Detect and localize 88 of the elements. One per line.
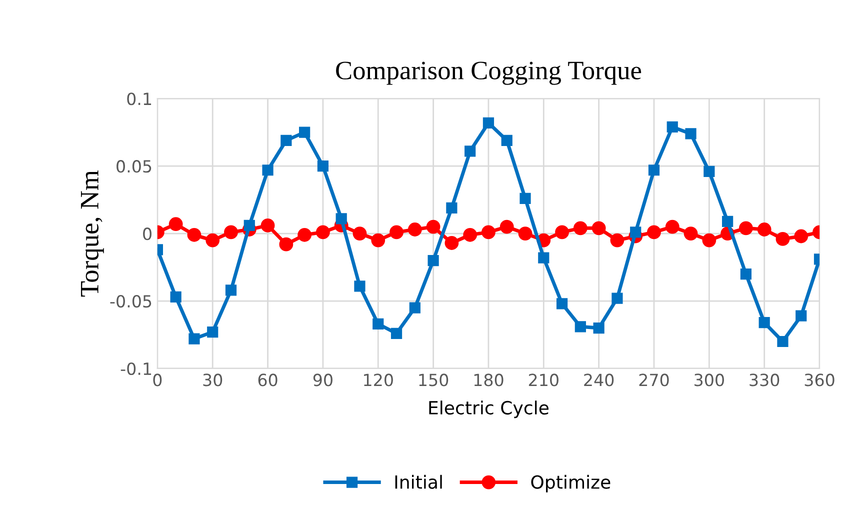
point bbox=[352, 226, 367, 240]
point bbox=[336, 213, 347, 224]
point bbox=[777, 336, 788, 348]
point bbox=[518, 226, 532, 240]
x-tick-label: 150 bbox=[419, 374, 448, 386]
point bbox=[168, 217, 183, 232]
point bbox=[482, 117, 494, 128]
point bbox=[279, 237, 294, 252]
point bbox=[500, 220, 514, 234]
point bbox=[794, 229, 808, 244]
point bbox=[316, 225, 330, 240]
point bbox=[796, 310, 807, 322]
x-tick-label: 270 bbox=[639, 374, 669, 386]
y-axis-title: Torque, Nm bbox=[80, 170, 104, 297]
point bbox=[593, 322, 604, 334]
x-tick-label: 120 bbox=[364, 374, 393, 386]
point bbox=[538, 252, 550, 264]
point bbox=[574, 321, 586, 332]
x-tick-label: 210 bbox=[528, 374, 558, 386]
point bbox=[757, 222, 772, 236]
point bbox=[704, 166, 715, 178]
point bbox=[244, 220, 255, 232]
point bbox=[409, 302, 420, 314]
legend-label: Initial bbox=[395, 474, 442, 489]
point bbox=[317, 160, 329, 172]
point bbox=[685, 128, 696, 140]
point bbox=[647, 225, 661, 240]
x-tick-label: 330 bbox=[750, 374, 780, 386]
point bbox=[260, 218, 275, 232]
point bbox=[648, 164, 660, 176]
x-tick-label: 300 bbox=[694, 374, 724, 386]
point bbox=[188, 333, 200, 344]
point bbox=[702, 233, 716, 248]
point bbox=[464, 146, 476, 157]
point bbox=[426, 220, 440, 234]
point bbox=[170, 291, 182, 303]
point bbox=[482, 225, 496, 240]
point bbox=[573, 221, 588, 236]
point bbox=[501, 134, 512, 146]
point bbox=[520, 192, 531, 204]
y-tick-label: -0.1 bbox=[120, 362, 152, 376]
point bbox=[444, 236, 459, 250]
x-tick-label: 60 bbox=[258, 374, 278, 386]
y-tick-label: 0.05 bbox=[116, 160, 152, 173]
y-tick-label: -0.05 bbox=[110, 294, 152, 308]
point bbox=[739, 221, 753, 236]
point bbox=[740, 268, 752, 280]
x-tick-label: 240 bbox=[584, 374, 614, 386]
point bbox=[408, 222, 422, 236]
point bbox=[354, 280, 366, 292]
x-tick-label: 180 bbox=[474, 374, 504, 386]
point bbox=[612, 292, 623, 304]
point bbox=[299, 126, 310, 138]
point bbox=[225, 284, 237, 296]
point bbox=[776, 232, 790, 246]
y-tick-label: 0.1 bbox=[127, 92, 152, 106]
point bbox=[207, 326, 218, 338]
point bbox=[262, 164, 274, 176]
point bbox=[428, 254, 439, 266]
y-tick-label: 0 bbox=[143, 228, 152, 240]
point bbox=[206, 233, 220, 248]
point bbox=[610, 233, 624, 248]
x-axis-title: Electric Cycle bbox=[429, 400, 549, 418]
x-tick-label: 90 bbox=[313, 374, 332, 386]
legend-label: Optimize bbox=[531, 474, 610, 492]
x-tick-label: 360 bbox=[804, 374, 834, 386]
point bbox=[665, 220, 680, 234]
point bbox=[666, 121, 678, 133]
point bbox=[372, 318, 384, 330]
point bbox=[280, 134, 292, 146]
point bbox=[684, 226, 698, 240]
point bbox=[224, 225, 238, 240]
point bbox=[187, 228, 202, 242]
x-tick-label: 0 bbox=[153, 374, 162, 386]
point bbox=[758, 317, 770, 328]
point bbox=[371, 233, 386, 248]
point bbox=[630, 226, 642, 238]
point bbox=[555, 225, 569, 240]
point bbox=[390, 225, 404, 240]
point bbox=[446, 202, 458, 214]
point bbox=[722, 216, 734, 227]
point bbox=[556, 298, 568, 310]
point bbox=[463, 228, 478, 242]
point bbox=[390, 328, 402, 339]
point bbox=[592, 221, 606, 236]
chart-title: Comparison Cogging Torque bbox=[336, 62, 642, 85]
x-tick-label: 30 bbox=[203, 374, 222, 386]
point bbox=[298, 228, 312, 242]
